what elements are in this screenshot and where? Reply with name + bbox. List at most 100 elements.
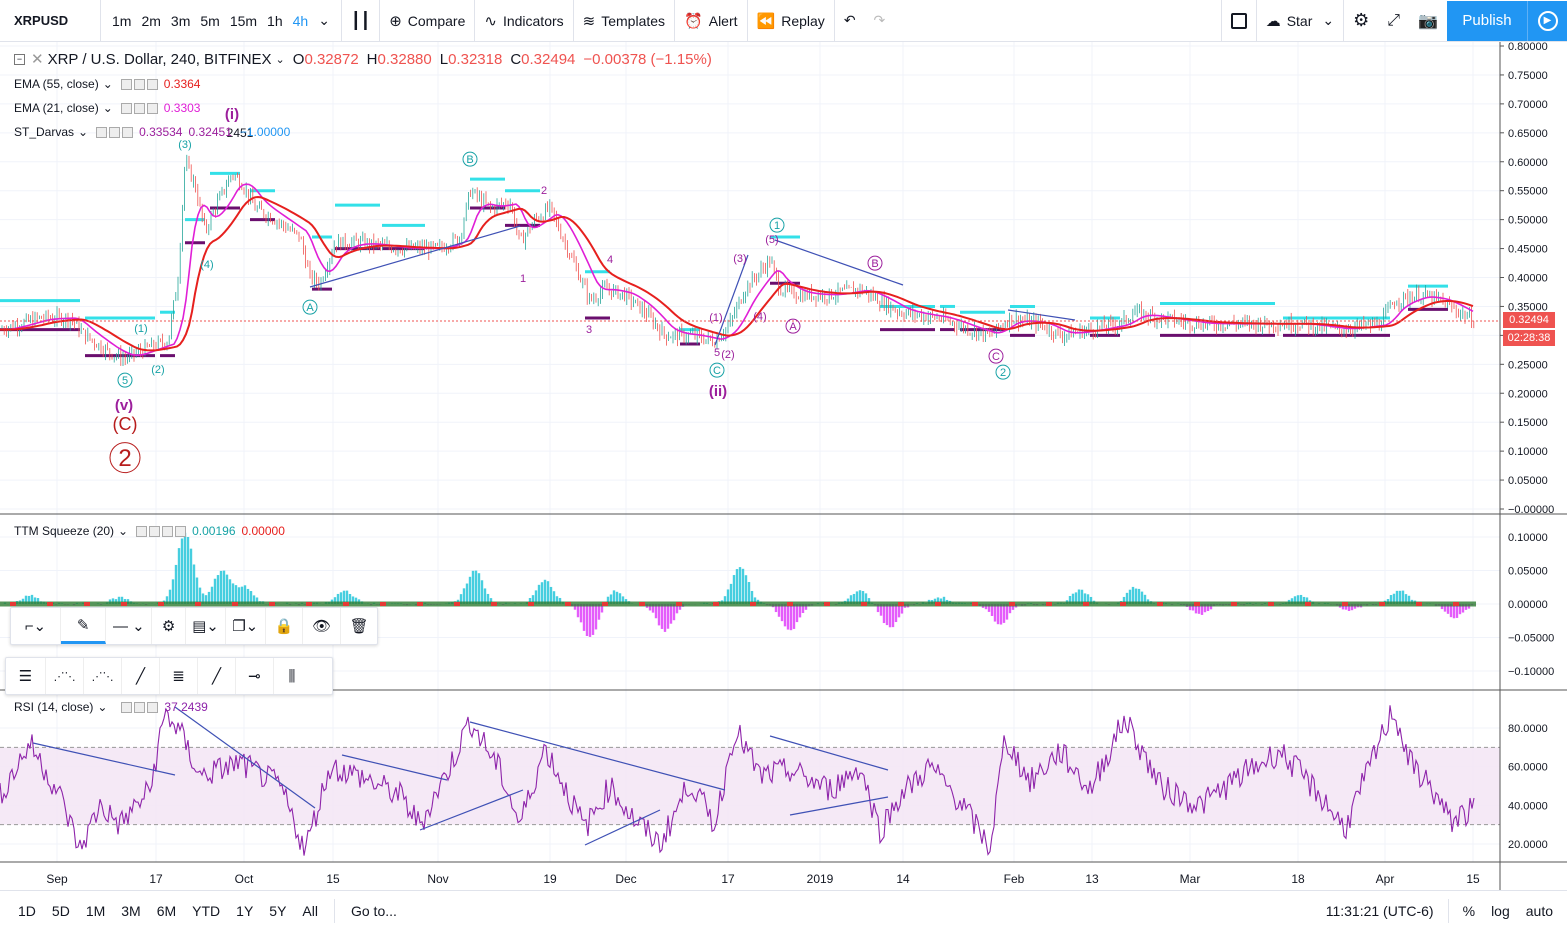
gear-icon[interactable]: [133, 102, 145, 114]
close-icon[interactable]: [146, 102, 158, 114]
ray-tool[interactable]: ╱: [198, 658, 236, 694]
rsi-value: 37.2439: [164, 700, 208, 714]
timeframe-1m[interactable]: 1m: [112, 12, 132, 29]
snapshot-button[interactable]: 📷: [1409, 0, 1447, 42]
ttm-legend[interactable]: TTM Squeeze (20) ⌄ 0.00196 0.00000: [14, 524, 285, 538]
rsi-band-fill: [0, 747, 1500, 825]
delete-button[interactable]: 🗑: [341, 608, 377, 644]
elliott-impulse-tool[interactable]: ⋰⋱: [46, 658, 84, 694]
timeframe-3m[interactable]: 3m: [170, 12, 191, 29]
fib-tool[interactable]: ≣: [160, 658, 198, 694]
close-icon[interactable]: [122, 126, 134, 138]
undo-button[interactable]: ↶: [835, 0, 865, 42]
goto-button[interactable]: Go to...: [350, 903, 397, 919]
ttm-squeeze-dot: [1453, 602, 1459, 606]
darvas-legend[interactable]: ST_Darvas ⌄ 0.33534 0.32451 −1.00000: [14, 125, 290, 139]
gear-icon[interactable]: [133, 78, 145, 90]
range-5y[interactable]: 5Y: [269, 903, 287, 919]
ema21-value: 0.3303: [163, 101, 201, 115]
range-5d[interactable]: 5D: [51, 903, 70, 919]
ttm-squeeze-dot: [676, 602, 682, 606]
darvas-name: ST_Darvas: [14, 125, 75, 139]
timeframe-4h[interactable]: 4h: [292, 12, 309, 29]
hide-button[interactable]: 👁: [303, 608, 342, 644]
rsi-tick-label: 80.0000: [1508, 723, 1548, 735]
settings-button[interactable]: ⚙: [152, 608, 187, 644]
chart-canvas[interactable]: Sep 17 Oct 15 Nov 19 Dec 17 2019 14 Feb 13 Mar 18 Apr 1…: [0, 42, 1567, 890]
compare-button[interactable]: ⊕ Compare: [380, 0, 474, 42]
eye-icon[interactable]: [120, 102, 132, 114]
pitchfork-tool[interactable]: ⫼: [274, 658, 310, 694]
timeframe-2m[interactable]: 2m: [141, 12, 161, 29]
gear-icon[interactable]: [149, 525, 161, 537]
ttm-squeeze-dot: [1083, 602, 1089, 606]
legend-symbol[interactable]: XRP / U.S. Dollar, 240, BITFINEX: [47, 50, 272, 68]
templates-button[interactable]: ≋ Templates: [574, 0, 674, 42]
ema21-legend[interactable]: EMA (21, close) ⌄ 0.3303: [14, 101, 200, 115]
close-icon[interactable]: [175, 525, 187, 537]
range-1d[interactable]: 1D: [18, 903, 36, 919]
eye-icon[interactable]: [120, 78, 132, 90]
eye-icon[interactable]: [136, 525, 148, 537]
range-1y[interactable]: 1Y: [236, 903, 254, 919]
range-3m[interactable]: 3M: [121, 903, 141, 919]
ttm-squeeze-dot: [269, 602, 275, 606]
template-button[interactable]: ⌐⌄: [11, 608, 61, 644]
auto-toggle[interactable]: auto: [1525, 903, 1553, 919]
wave-label: 1: [774, 220, 780, 232]
close-icon[interactable]: [147, 701, 159, 713]
log-toggle[interactable]: log: [1491, 903, 1510, 919]
visibility-button[interactable]: ▤⌄: [186, 608, 226, 644]
wave-label: B: [871, 258, 878, 270]
horizontal-lines-tool[interactable]: ☰: [6, 658, 46, 694]
gear-icon[interactable]: [109, 126, 121, 138]
redo-button[interactable]: ↷: [865, 0, 895, 42]
chart-type-button[interactable]: ┃┃: [342, 0, 379, 42]
play-button[interactable]: ▶: [1527, 0, 1567, 41]
alert-button[interactable]: ⏰ Alert: [675, 0, 746, 42]
percent-toggle[interactable]: %: [1462, 903, 1476, 919]
gear-icon[interactable]: [134, 701, 146, 713]
clone-button[interactable]: ❐⌄: [226, 608, 266, 644]
range-1m[interactable]: 1M: [85, 903, 106, 919]
ttm-squeeze-dot: [306, 602, 312, 606]
range-all[interactable]: All: [302, 903, 318, 919]
fullscreen-button[interactable]: ⤢: [1378, 0, 1409, 42]
clock[interactable]: 11:31:21 (UTC-6): [1325, 903, 1434, 919]
range-6m[interactable]: 6M: [156, 903, 177, 919]
indicators-button[interactable]: ∿ Indicators: [475, 0, 572, 42]
settings-button[interactable]: ⚙: [1344, 0, 1378, 42]
ema55-legend[interactable]: EMA (55, close) ⌄ 0.3364: [14, 77, 200, 91]
chevron-down-icon[interactable]: ⌄: [318, 12, 330, 28]
eye-icon[interactable]: [121, 701, 133, 713]
wave-label: A: [306, 302, 314, 314]
star-button[interactable]: ☁ Star ⌄: [1257, 0, 1343, 42]
ttm-tick-label: 0.05000: [1508, 566, 1548, 578]
horizontal-ray-tool[interactable]: ⊸: [236, 658, 274, 694]
line-color-button[interactable]: ✎: [60, 608, 107, 644]
close-icon[interactable]: [146, 78, 158, 90]
wave-circle: [867, 255, 883, 271]
timeframe-15m[interactable]: 15m: [229, 12, 258, 29]
line-style-button[interactable]: — ⌄: [106, 608, 153, 644]
elliott-correction-tool[interactable]: ⋰⋱: [84, 658, 122, 694]
wave-label: (4): [200, 259, 213, 271]
timeframe-1h[interactable]: 1h: [267, 12, 283, 29]
lock-button[interactable]: 🔒: [266, 608, 304, 644]
symbol-search[interactable]: XRPUSD: [14, 13, 69, 28]
timeframe-5m[interactable]: 5m: [200, 12, 220, 29]
braces-icon[interactable]: [162, 525, 174, 537]
ttm-squeeze-dot: [195, 602, 201, 606]
chevron-down-icon: ⌄: [97, 700, 108, 714]
trend-line-tool[interactable]: ╱: [122, 658, 160, 694]
publish-button[interactable]: Publish: [1447, 0, 1527, 41]
range-ytd[interactable]: YTD: [192, 903, 221, 919]
time-label: 15: [326, 872, 340, 886]
wave-label: 2: [541, 185, 547, 197]
ema55-value: 0.3364: [163, 77, 201, 91]
fullscreen-square-button[interactable]: [1222, 0, 1256, 42]
collapse-icon[interactable]: −: [14, 53, 25, 65]
rsi-legend[interactable]: RSI (14, close) ⌄ 37.2439: [14, 700, 208, 714]
replay-button[interactable]: ⏪ Replay: [748, 0, 834, 42]
eye-icon[interactable]: [96, 126, 108, 138]
